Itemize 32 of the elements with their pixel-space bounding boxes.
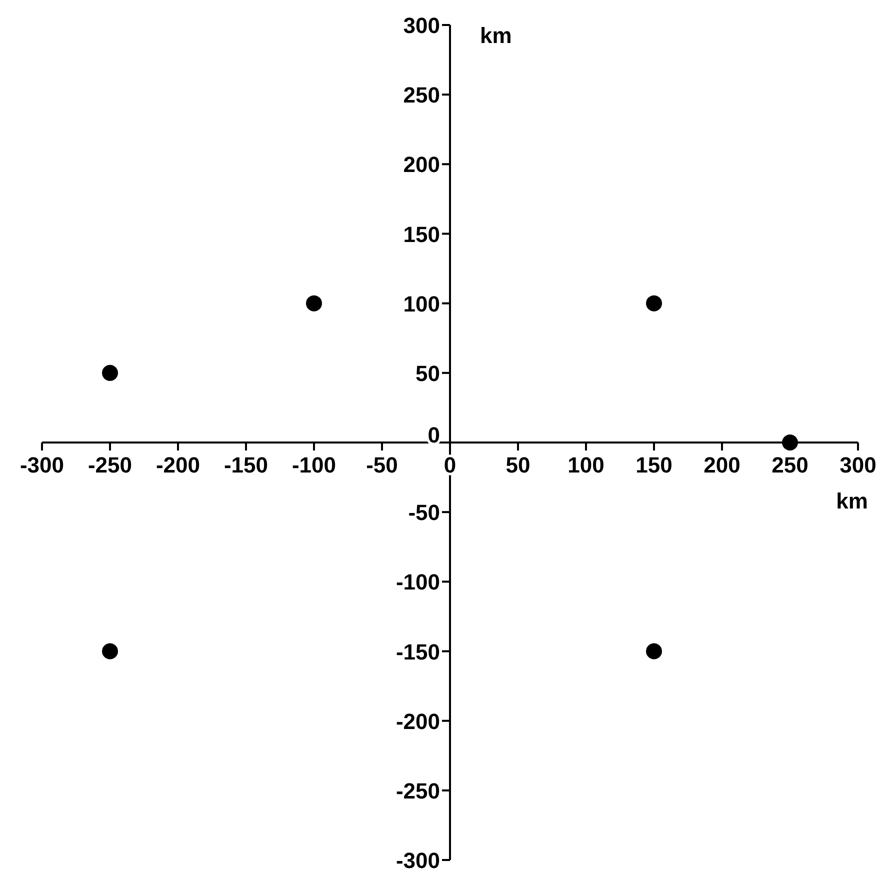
y-tick-label: 100 xyxy=(403,291,440,316)
y-axis-title: km xyxy=(480,23,512,48)
x-axis-title: km xyxy=(836,488,868,514)
y-tick-label: 300 xyxy=(403,13,440,38)
y-tick-label: 200 xyxy=(403,152,440,178)
x-tick-label: -50 xyxy=(366,452,398,478)
x-tick-label: 50 xyxy=(506,452,530,478)
point xyxy=(646,643,662,660)
x-tick-label: -250 xyxy=(88,452,132,478)
point xyxy=(646,295,662,312)
point xyxy=(306,295,322,312)
x-tick-label: -100 xyxy=(292,452,336,478)
y-tick-label: -250 xyxy=(396,778,440,804)
y-tick-label: -100 xyxy=(396,570,440,595)
y-tick-label: -200 xyxy=(396,708,440,734)
point xyxy=(102,364,118,381)
y-tick-label: 150 xyxy=(403,222,440,247)
x-tick-label: -150 xyxy=(224,452,268,478)
point xyxy=(102,643,118,660)
y-tick-label: 50 xyxy=(416,360,440,386)
y-tick-label: -50 xyxy=(408,500,440,526)
x-tick-label: 250 xyxy=(772,452,808,478)
y-tick-label: -150 xyxy=(396,639,440,664)
x-tick-label: 150 xyxy=(636,452,672,478)
x-tick-label: 300 xyxy=(840,452,876,478)
x-tick-label: -200 xyxy=(156,452,200,478)
y-tick-label: -300 xyxy=(396,848,440,872)
x-tick-label: 200 xyxy=(704,452,740,478)
x-tick-label: 100 xyxy=(568,452,604,478)
x-tick-label: -300 xyxy=(20,452,64,478)
y-tick-label: 250 xyxy=(403,82,440,108)
y-tick-label: 0 xyxy=(428,422,440,448)
